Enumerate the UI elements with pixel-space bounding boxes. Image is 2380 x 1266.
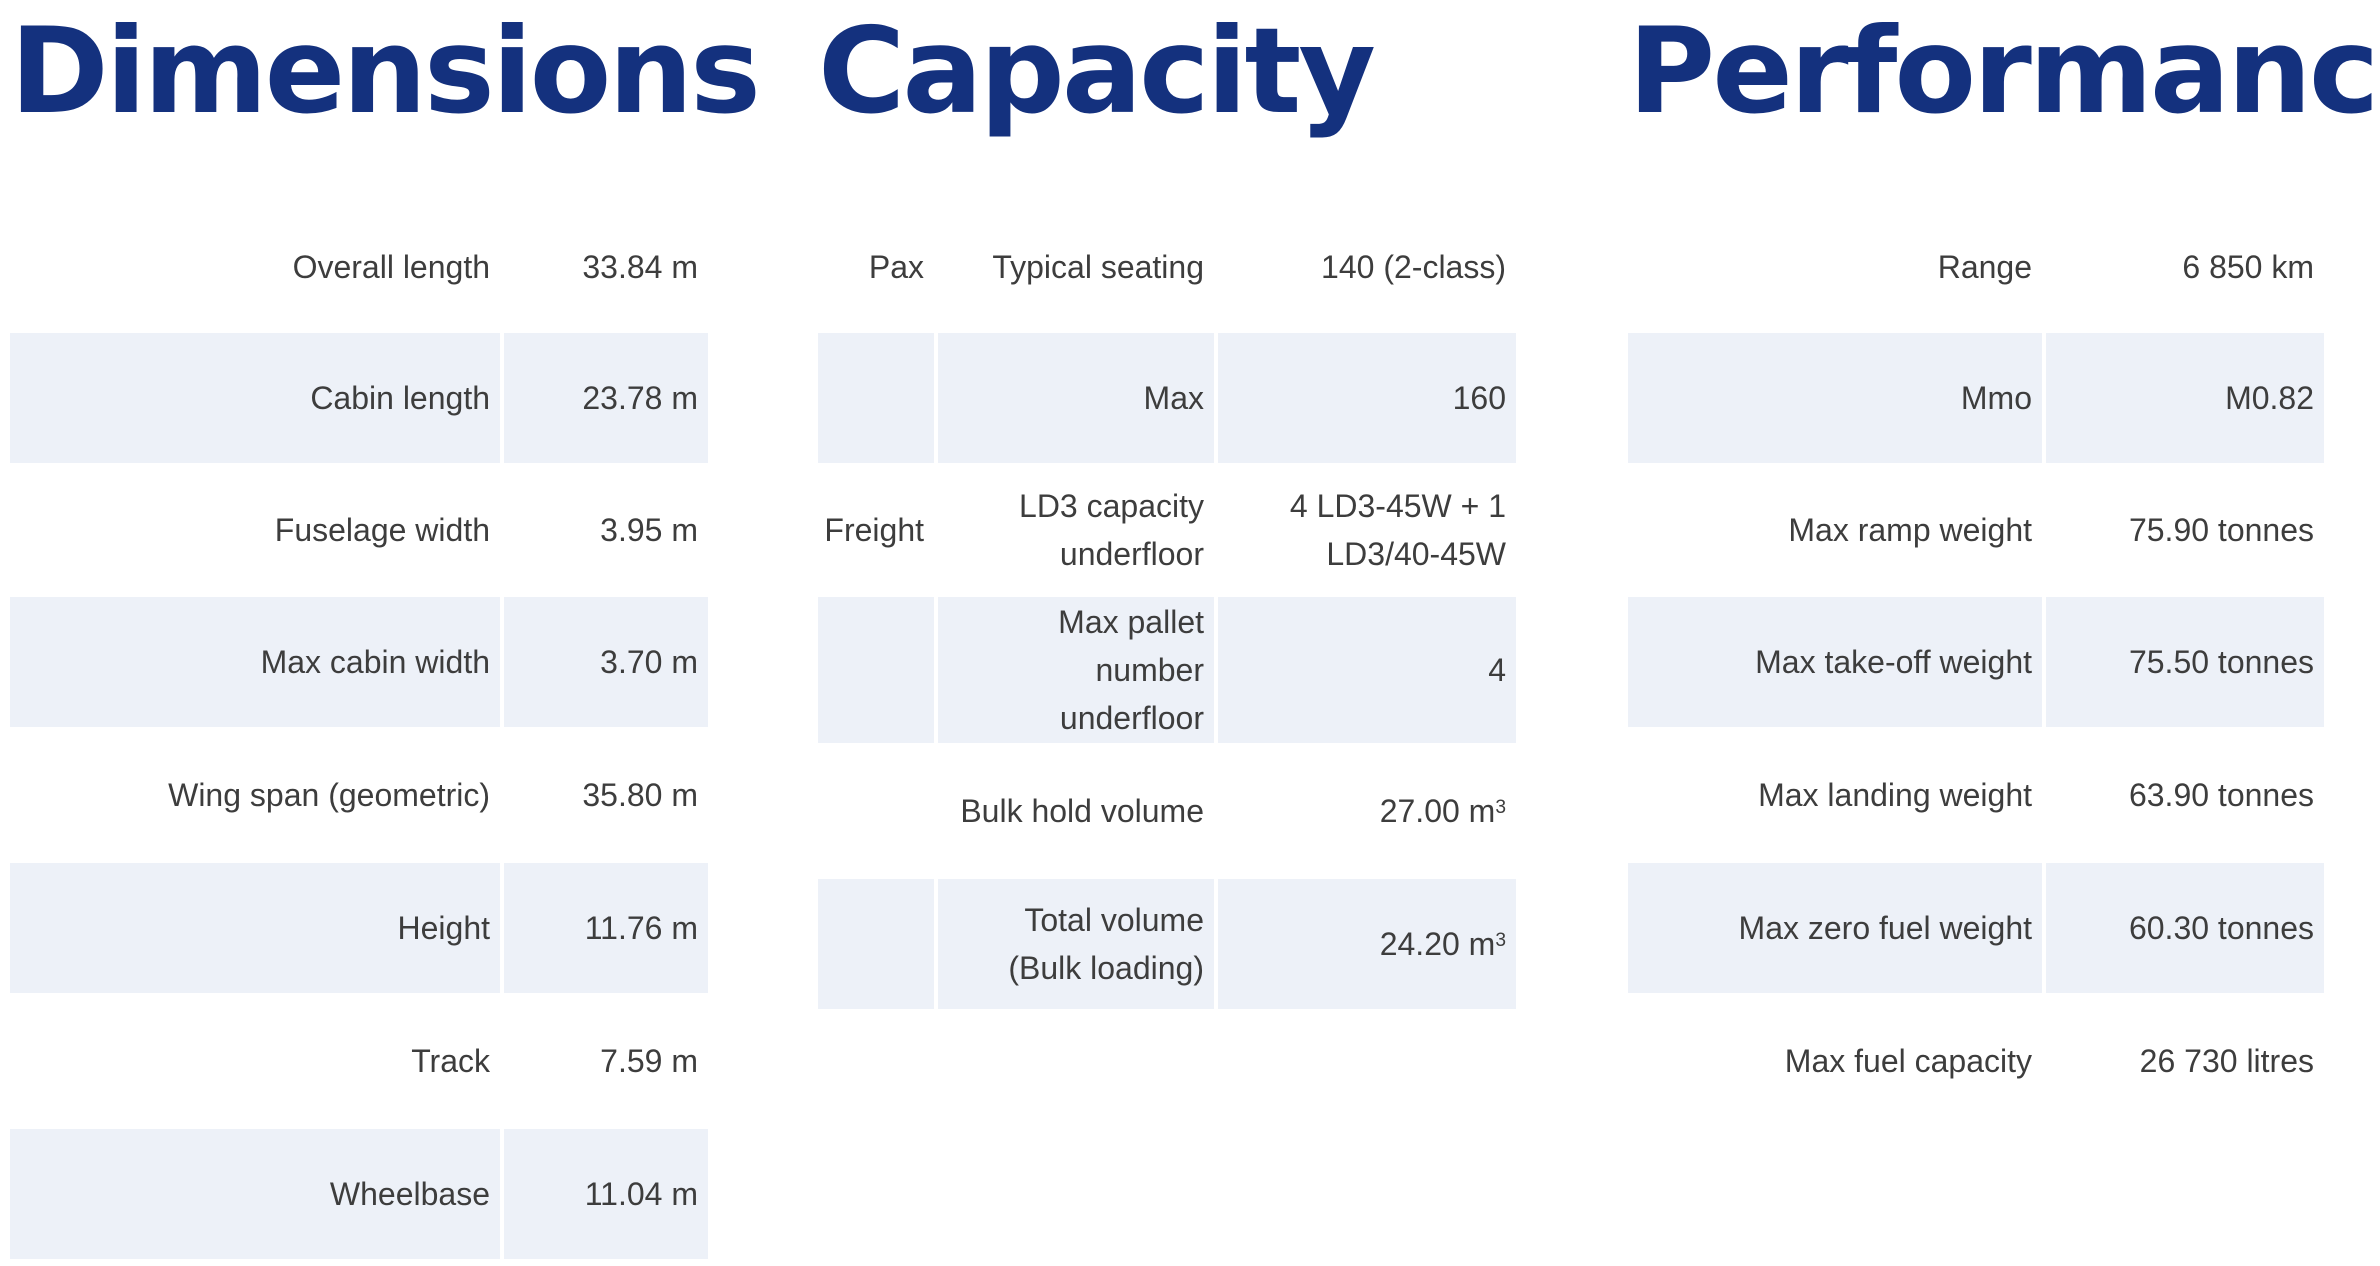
capacity-table: Pax Typical seating 140 (2-class) Max 16… (818, 200, 1516, 1009)
spec-value: 4 LD3-45W + 1 LD3/40-45W (1289, 488, 1506, 572)
spec-label: Fuselage width (274, 512, 490, 548)
table-row: Total volume (Bulk loading) 24.20 m3 (818, 879, 1516, 1009)
spec-value: 11.76 m (504, 863, 708, 993)
spec-group (818, 743, 934, 879)
spec-value: 23.78 m (504, 333, 708, 463)
spec-label: Max ramp weight (1788, 512, 2032, 548)
spec-value: 33.84 m (582, 248, 698, 285)
spec-value: 24.20 m3 (1218, 879, 1516, 1009)
dimensions-heading: Dimensions (10, 3, 761, 141)
spec-label: Overall length (292, 248, 490, 285)
spec-value: M0.82 (2046, 333, 2324, 463)
spec-label: Range (1937, 248, 2032, 285)
spec-label: Wing span (geometric) (168, 777, 490, 813)
dimensions-table: Overall length 33.84 m Cabin length 23.7… (10, 200, 708, 1259)
spec-label: Max pallet number underfloor (938, 597, 1214, 743)
spec-value: 3.70 m (504, 597, 708, 727)
table-row: Max take-off weight 75.50 tonnes (1628, 597, 2324, 727)
spec-group (818, 597, 934, 743)
spec-group (818, 879, 934, 1009)
table-row: Max pallet number underfloor 4 (818, 597, 1516, 743)
table-row: Wing span (geometric) 35.80 m (10, 727, 708, 863)
spec-value: 6 850 km (2182, 248, 2314, 285)
table-row: Cabin length 23.78 m (10, 333, 708, 463)
spec-value: 3.95 m (600, 512, 698, 548)
spec-value: 75.50 tonnes (2046, 597, 2324, 727)
spec-label: Max take-off weight (1628, 597, 2042, 727)
unit-superscript: 3 (1495, 930, 1506, 952)
spec-label: Bulk hold volume (960, 793, 1204, 829)
spec-group (818, 333, 934, 463)
table-row: Max cabin width 3.70 m (10, 597, 708, 727)
spec-label: Cabin length (10, 333, 500, 463)
spec-value: 27.00 m3 (1218, 743, 1516, 879)
spec-label: Max cabin width (10, 597, 500, 727)
table-row: Range 6 850 km (1628, 200, 2324, 333)
table-row: Fuselage width 3.95 m (10, 463, 708, 597)
spec-label: Max fuel capacity (1784, 1043, 2032, 1079)
spec-value-text: 24.20 m (1379, 926, 1496, 962)
spec-value: 75.90 tonnes (2128, 512, 2314, 548)
capacity-heading: Capacity (818, 3, 1376, 141)
spec-value: 60.30 tonnes (2046, 863, 2324, 993)
table-row: Max ramp weight 75.90 tonnes (1628, 463, 2324, 597)
spec-label: Max landing weight (1758, 777, 2032, 813)
spec-value: 4 (1218, 597, 1516, 743)
table-row: Track 7.59 m (10, 993, 708, 1129)
table-row: Freight LD3 capacity underfloor 4 LD3-45… (818, 463, 1516, 597)
table-row: Max landing weight 63.90 tonnes (1628, 727, 2324, 863)
table-row: Wheelbase 11.04 m (10, 1129, 708, 1259)
spec-value: 63.90 tonnes (2128, 777, 2314, 813)
performance-table: Range 6 850 km Mmo M0.82 Max ramp weight… (1628, 200, 2324, 1129)
spec-value: 11.04 m (504, 1129, 708, 1259)
table-row: Pax Typical seating 140 (2-class) (818, 200, 1516, 333)
table-row: Bulk hold volume 27.00 m3 (818, 743, 1516, 879)
spec-value: 160 (1218, 333, 1516, 463)
performance-heading: Performance (1628, 3, 2380, 141)
spec-label: LD3 capacity underfloor (1019, 488, 1204, 572)
spec-label: Max (938, 333, 1214, 463)
spec-label: Wheelbase (10, 1129, 500, 1259)
table-row: Height 11.76 m (10, 863, 708, 993)
spec-group: Pax (868, 248, 924, 285)
spec-value: 35.80 m (582, 777, 698, 813)
spec-group: Freight (824, 512, 924, 548)
spec-label: Mmo (1628, 333, 2042, 463)
spec-label: Max zero fuel weight (1628, 863, 2042, 993)
spec-label: Total volume (Bulk loading) (938, 879, 1214, 1009)
spec-value: 7.59 m (600, 1043, 698, 1079)
spec-label: Track (411, 1043, 490, 1079)
spec-value: 26 730 litres (2139, 1043, 2314, 1079)
table-row: Overall length 33.84 m (10, 200, 708, 333)
spec-label: Typical seating (992, 248, 1204, 285)
table-row: Mmo M0.82 (1628, 333, 2324, 463)
table-row: Max fuel capacity 26 730 litres (1628, 993, 2324, 1129)
spec-value: 140 (2-class) (1321, 248, 1506, 285)
spec-label: Height (10, 863, 500, 993)
table-row: Max zero fuel weight 60.30 tonnes (1628, 863, 2324, 993)
unit-superscript: 3 (1495, 797, 1506, 819)
table-row: Max 160 (818, 333, 1516, 463)
spec-value-text: 27.00 m (1379, 793, 1496, 829)
